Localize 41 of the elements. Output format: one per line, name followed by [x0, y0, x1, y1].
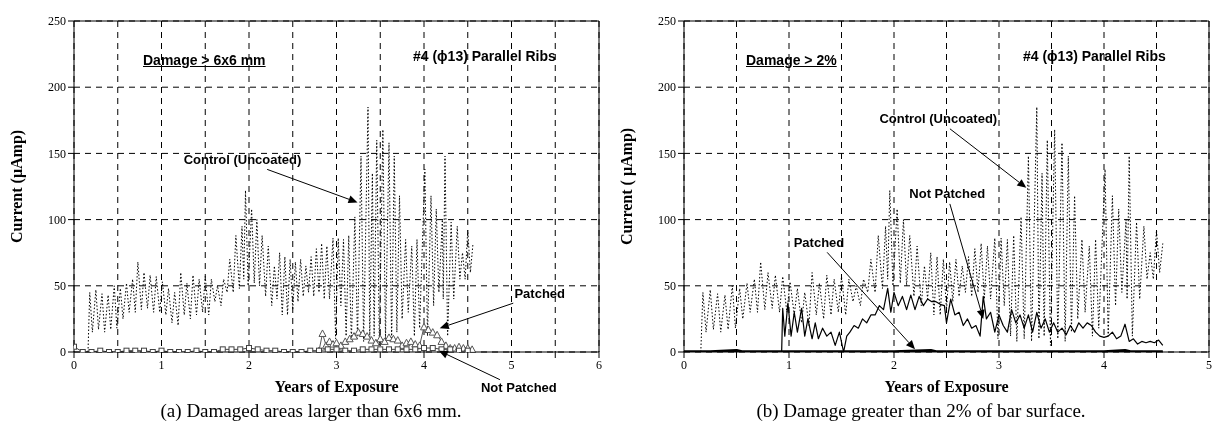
x-tick-label: 3	[996, 357, 1002, 372]
y-axis-title: Current (μAmp)	[7, 129, 26, 244]
annotation: Not Patched	[480, 380, 557, 396]
annotation: Patched	[514, 285, 566, 301]
y-tick-label: 150	[658, 146, 676, 161]
annotation: #4 (ϕ13) Parallel Ribs	[1023, 48, 1166, 64]
annotation: Control (Uncoated)	[879, 111, 998, 127]
x-tick-label: 1	[158, 357, 165, 372]
y-tick-label: 0	[670, 345, 676, 360]
x-tick-label: 4	[1101, 357, 1107, 372]
text: (b) Damage greater than 2% of bar surface.	[755, 400, 1087, 422]
x-tick-label: 1	[786, 357, 792, 372]
x-axis-title: Years of Exposure	[274, 378, 399, 396]
annotation: Control (Uncoated)	[183, 151, 302, 167]
x-tick-label: 2	[246, 357, 252, 372]
x-tick-label: 4	[421, 357, 427, 372]
x-axis-title: Years of Exposure	[884, 378, 1009, 396]
annotation: Damage > 6x6 mm	[143, 52, 266, 68]
annotation: Patched	[793, 234, 845, 250]
x-tick-label: 5	[508, 357, 515, 372]
y-tick-label: 200	[658, 80, 676, 95]
x-tick-label: 6	[596, 357, 602, 372]
x-tick-label: 2	[891, 357, 897, 372]
x-tick-label: 5	[1206, 357, 1212, 372]
y-axis-title: Current ( μAmp)	[617, 127, 636, 246]
y-tick-label: 50	[664, 279, 676, 294]
y-tick-label: 200	[48, 80, 66, 95]
x-tick-label: 0	[71, 357, 77, 372]
y-tick-label: 250	[48, 14, 66, 29]
x-tick-label: 3	[333, 357, 340, 372]
annotation: Not Patched	[909, 186, 986, 202]
text: (a) Damaged areas larger than 6x6 mm.	[159, 400, 463, 422]
annotation: Damage > 2%	[746, 52, 837, 68]
y-tick-label: 150	[48, 146, 66, 161]
x-tick-label: 0	[681, 357, 687, 372]
y-tick-label: 250	[658, 14, 676, 29]
annotation: #4 (ϕ13) Parallel Ribs	[413, 48, 556, 64]
y-tick-label: 0	[60, 345, 66, 360]
y-tick-label: 100	[48, 212, 66, 227]
y-tick-label: 100	[658, 212, 676, 227]
y-tick-label: 50	[54, 279, 66, 294]
